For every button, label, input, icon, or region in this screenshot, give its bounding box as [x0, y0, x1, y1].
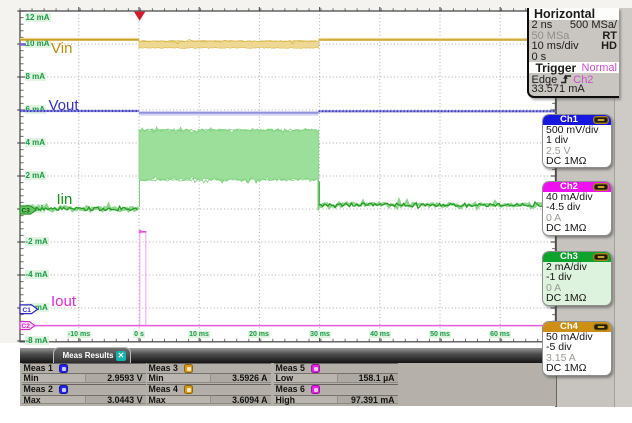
svg-text:C2: C2: [22, 323, 31, 330]
svg-text:C3: C3: [22, 207, 31, 214]
svg-text:C1: C1: [23, 307, 32, 314]
